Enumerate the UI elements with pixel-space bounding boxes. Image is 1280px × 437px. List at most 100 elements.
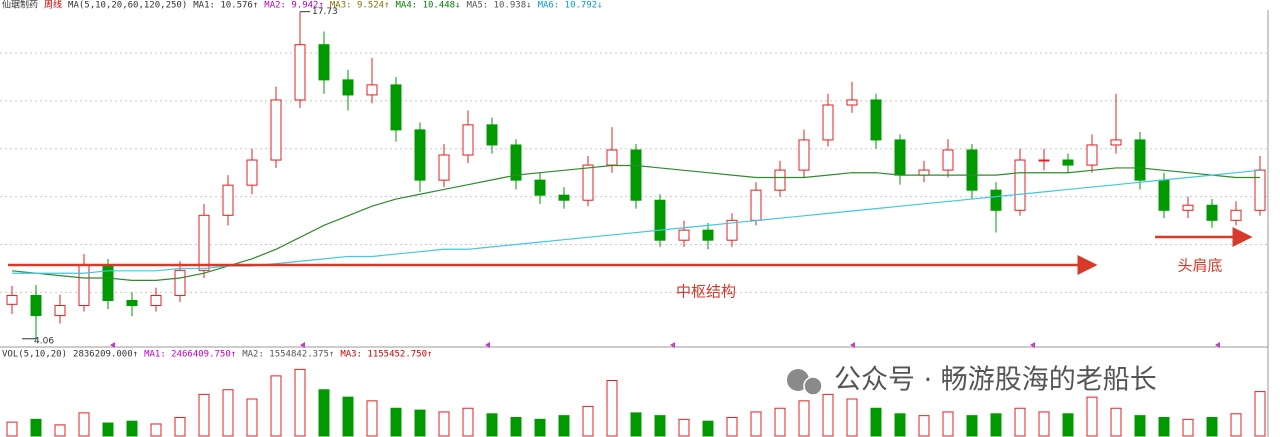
- min-label: 4.06: [34, 336, 54, 346]
- candle-body: [270, 99, 282, 161]
- watermark: 公众号 · 畅游股海的老船长: [834, 365, 1157, 396]
- candle-body: [1110, 139, 1122, 146]
- header-item: MA1: 2466409.750↑: [144, 350, 236, 360]
- candle-body: [54, 305, 66, 317]
- candle-body: [990, 189, 1002, 211]
- volume-bar: [1014, 407, 1026, 437]
- volume-bar: [1038, 411, 1050, 437]
- candle-body: [438, 154, 450, 181]
- candle-body: [1038, 159, 1050, 162]
- header-item: 仙琚制药: [2, 0, 38, 11]
- volume-bar: [1062, 413, 1074, 437]
- volume-bar: [246, 398, 258, 437]
- candle-body: [318, 44, 330, 81]
- candle-body: [774, 169, 786, 191]
- header-item: MA5: 10.938↓: [467, 1, 532, 11]
- volume-bar: [798, 400, 810, 437]
- candle-body: [678, 229, 690, 241]
- volume-bar: [198, 393, 210, 437]
- period-markers: [110, 342, 1220, 348]
- volume-bar: [510, 417, 522, 437]
- header-item: 周线: [44, 0, 62, 11]
- volume-bar: [318, 389, 330, 437]
- volume-bar: [1182, 418, 1194, 437]
- candle-body: [870, 99, 882, 141]
- volume-bar: [270, 375, 282, 437]
- candle-body: [294, 44, 306, 101]
- candle-body: [6, 294, 18, 305]
- volume-bar: [1110, 407, 1122, 437]
- candle-body: [366, 84, 378, 96]
- volume-bar: [78, 412, 90, 437]
- volume-bar: [222, 389, 234, 437]
- header-item: MA2: 9.942↑: [264, 1, 324, 11]
- candle-body: [1254, 169, 1266, 211]
- volume-bar: [486, 413, 498, 437]
- candle-body: [606, 149, 618, 166]
- candle-body: [30, 294, 42, 317]
- volume-bar: [966, 415, 978, 437]
- annotation: 头肩底: [1177, 257, 1222, 275]
- candle-body: [630, 149, 642, 201]
- candle-body: [174, 269, 186, 296]
- candle-body: [510, 144, 522, 181]
- volume-bar: [846, 398, 858, 437]
- candle-body: [246, 159, 258, 186]
- volume-bar: [6, 421, 18, 437]
- candle-body: [726, 219, 738, 241]
- volume-bar: [294, 368, 306, 437]
- volume-bar: [1158, 417, 1170, 437]
- candle-body: [1134, 139, 1146, 181]
- volume-bar: [174, 417, 186, 437]
- candle-body: [846, 99, 858, 106]
- volume-bar: [774, 407, 786, 437]
- volume-bar: [702, 420, 714, 437]
- ma-line: [12, 169, 1261, 274]
- candle-body: [462, 124, 474, 156]
- volume-bar: [462, 407, 474, 437]
- candle-body: [414, 129, 426, 181]
- candle-body: [1062, 159, 1074, 166]
- candle-body: [390, 84, 402, 131]
- header-item: VOL(5,10,20): [2, 350, 67, 360]
- ma-line: [11, 164, 1260, 281]
- candle-body: [654, 199, 666, 241]
- candle-body: [1182, 204, 1194, 211]
- candle-body: [750, 189, 762, 221]
- volume-bar: [126, 420, 138, 437]
- candle-body: [150, 294, 162, 307]
- candle-body: [342, 79, 354, 96]
- max-label: 17.73: [312, 7, 338, 17]
- candle-body: [1206, 204, 1218, 221]
- header-item: MA2: 1554842.375↑: [242, 350, 334, 360]
- header-item: MA6: 10.792↓: [538, 1, 603, 11]
- candle-body: [1158, 179, 1170, 211]
- candle-body: [822, 104, 834, 141]
- header-item: MA3: 9.524↑: [330, 1, 390, 11]
- volume-bar: [438, 411, 450, 437]
- candle-body: [1086, 144, 1098, 166]
- volume-bar: [606, 380, 618, 437]
- volume-bar: [1206, 417, 1218, 437]
- candle-body: [198, 214, 210, 271]
- volume-bar: [918, 415, 930, 437]
- volume-bar: [342, 396, 354, 437]
- volume-bar: [30, 418, 42, 437]
- volume-bar: [942, 411, 954, 437]
- volume-bar: [366, 400, 378, 437]
- volume-bar: [558, 415, 570, 437]
- header-item: 2836209.000↑: [73, 350, 138, 360]
- candle-body: [582, 164, 594, 201]
- volume-bar: [1230, 413, 1242, 437]
- candle-body: [1230, 209, 1242, 221]
- candle-body: [222, 184, 234, 216]
- volume-bar: [414, 409, 426, 437]
- candle-body: [126, 299, 138, 307]
- volume-bar: [102, 422, 114, 437]
- volume-bar: [750, 411, 762, 437]
- volume-bar: [1134, 415, 1146, 437]
- volume-bar: [990, 413, 1002, 437]
- volume-bar: [822, 393, 834, 437]
